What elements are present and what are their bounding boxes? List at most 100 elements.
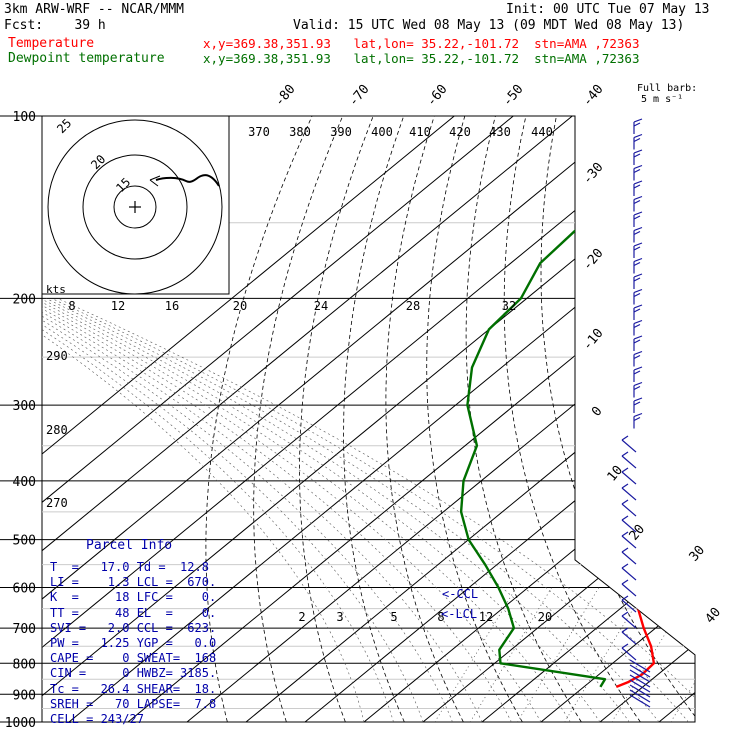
wind-barb [621,547,629,553]
mixing-ratio-label: 2 [298,610,305,624]
isotherm-label: -60 [424,82,451,110]
wind-barb [633,226,643,232]
isotherm-label: -30 [580,160,607,188]
wind-barb [621,551,637,565]
temperature-legend: Temperature [8,36,95,51]
pressure-tick-label: 200 [13,292,36,307]
isotherm-label: 30 [687,543,709,565]
wind-barb [621,563,629,569]
wind-barb [633,277,641,282]
isotherm-line [42,116,514,722]
isotherm-line [481,116,695,722]
wind-barb [621,631,637,645]
wind-barb [633,118,643,123]
wind-barb [633,122,641,127]
forecast-hour: Fcst: 39 h [4,18,106,33]
wind-barb [633,180,643,185]
isotherm-line [540,116,695,722]
dry-adiabat [299,116,374,722]
hodograph-speed-label: 32 [502,299,516,313]
wind-barb [621,467,629,473]
dry-adiabat-label: 290 [46,349,68,363]
wind-barb [633,184,641,189]
dry-adiabats [42,116,695,722]
dry-adiabat [385,116,464,722]
dewpoint-location: x,y=369.38,351.93 lat,lon= 35.22,-101.72… [203,51,640,66]
isotherm-line [127,116,695,722]
wind-barb [629,694,651,708]
isotherm-line [422,116,695,722]
wind-barb [621,535,637,549]
hodograph-units: kts [46,283,66,296]
wind-barb [621,499,629,505]
wind-barb [621,503,637,517]
hodograph-speed-label: 28 [406,299,420,313]
hodograph-speed-label: 24 [314,299,328,313]
hodograph-ring [113,185,157,229]
parcel-info-row: Tc = 26.4 SHEAR= 18. [50,681,217,696]
wind-barb [621,483,629,489]
wind-barb [633,168,641,174]
wind-barb [629,659,651,673]
moist-adiabat [42,298,424,722]
isotherm-label: 0 [589,404,606,420]
moist-adiabat [42,298,365,722]
parcel-info-row: T = 17.0 Td = 12.8 [50,560,209,574]
theta-e-label: 390 [330,125,352,139]
pressure-tick-label: 500 [13,534,36,549]
wind-barb [621,595,629,601]
wind-barb [633,308,641,313]
wind-barb [633,335,643,340]
hodograph-speed-label: 12 [111,299,125,313]
dry-adiabat [676,116,695,722]
wind-barb [633,257,643,263]
parcel-info-row: TT = 48 EL = 0. [50,605,217,620]
isotherm-line [363,116,695,722]
dry-adiabat-label: 270 [46,496,68,510]
wind-barb [633,211,643,216]
wind-barb [621,487,637,501]
mixing-ratio-label: 3 [336,610,343,624]
moist-adiabat [45,298,660,722]
wind-barb [633,354,641,360]
wind-barb [633,215,641,220]
theta-e-label: 440 [531,125,553,139]
wind-barb [633,230,641,236]
wind-barb [621,455,637,469]
isotherm-label: -80 [272,82,299,110]
wind-barb [633,242,643,247]
dewpoint-profile [459,116,695,688]
wind-barb [621,627,629,633]
isotherm-label: -70 [346,82,373,110]
mixing-ratio-label: 5 [390,610,397,624]
dry-adiabat-label: 280 [46,423,68,437]
wind-barb [633,370,641,375]
hodograph-ring [82,154,188,260]
wind-barb [621,615,637,629]
wind-barb [633,319,643,325]
wind-barb [621,439,637,453]
wind-barb [633,164,643,170]
isotherm-label: -10 [580,326,607,354]
dry-adiabat [253,116,344,722]
isotherm-label: 40 [703,605,725,627]
wind-barb [629,689,651,703]
isotherm-line [658,116,695,722]
isotherm-line [42,116,455,722]
mixing-ratio-label: 8 [437,610,444,624]
wind-barb [621,647,637,661]
dry-adiabat [426,116,523,722]
wind-barb [633,323,641,329]
hodograph-ring [47,119,223,295]
theta-e-label: 400 [371,125,393,139]
mixing-ratio-line [564,587,647,722]
isotherm-line [304,116,695,722]
wind-barb [629,669,651,683]
wind-barb [633,273,643,278]
dry-adiabat [503,116,641,722]
wind-barb [621,599,637,613]
pressure-tick-label: 700 [13,622,36,637]
wind-barb [633,304,643,309]
mixing-ratio-line [517,587,600,722]
dry-adiabat [343,116,405,722]
